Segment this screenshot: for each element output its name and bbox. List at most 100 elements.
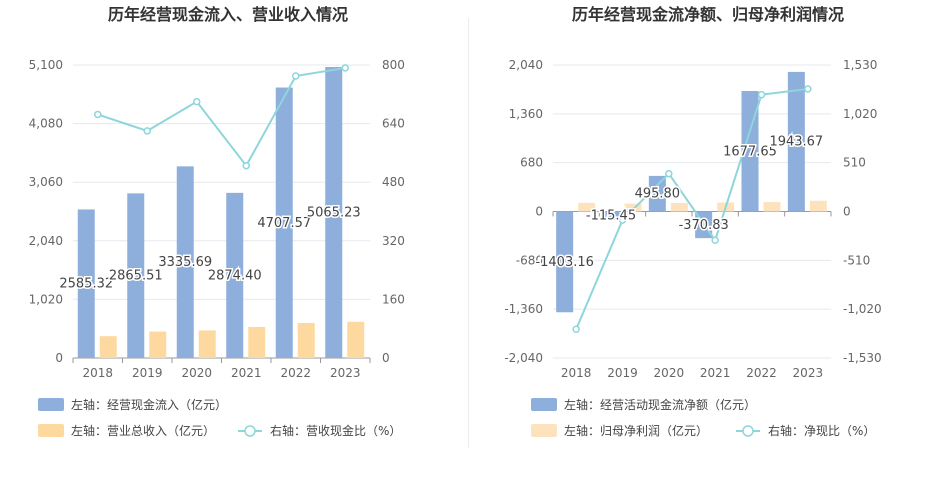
chart-title: 历年经营现金流净额、归母净利润情况 <box>572 5 844 24</box>
x-axis-tick-label: 2022 <box>280 366 311 380</box>
chart-net-cash-profit: 历年经营现金流净额、归母净利润情况 -2,040 -1,530 -1,360 -1,02… <box>504 5 882 438</box>
chart-title: 历年经营现金流入、营业收入情况 <box>108 5 348 24</box>
data-label: 2874.40 <box>208 268 262 283</box>
x-axis-tick-label: 2021 <box>700 366 731 380</box>
x-axis-tick-label: 2021 <box>231 366 262 380</box>
right-axis-tick-label: 1,020 <box>843 107 877 121</box>
bar-primary <box>787 71 805 212</box>
bar-primary <box>648 175 666 212</box>
x-axis-tick-label: 2020 <box>181 366 212 380</box>
bar-primary <box>77 209 95 358</box>
bar-primary <box>556 211 574 313</box>
legend-swatch-primary <box>38 398 64 411</box>
right-axis-tick-label: 480 <box>382 175 405 189</box>
left-axis-tick-label: 4,080 <box>29 117 63 131</box>
left-axis-tick-label: 1,360 <box>509 107 543 121</box>
line-point <box>341 64 349 72</box>
x-axis-tick-label: 2018 <box>82 366 113 380</box>
bar-primary <box>602 211 620 220</box>
bar-secondary <box>198 330 216 358</box>
bar-secondary <box>99 336 117 358</box>
line-point <box>804 85 812 93</box>
x-axis-tick-label: 2020 <box>654 366 685 380</box>
right-axis-tick-label: 800 <box>382 58 405 72</box>
left-axis-tick-label: 0 <box>55 351 63 365</box>
panel-divider <box>468 18 469 448</box>
right-axis-tick-label: 160 <box>382 292 405 306</box>
legend-swatch-secondary <box>38 424 64 437</box>
legend-label: 右轴：净现比（%） <box>768 423 875 438</box>
line-point <box>757 90 766 99</box>
bar-primary <box>176 166 194 358</box>
data-label: -115.45 <box>586 209 636 224</box>
chart-cash-inflow-revenue: 历年经营现金流入、营业收入情况 0 0 1,020 160 2,040 320 3,060 48… <box>29 5 405 438</box>
data-label: 3335.69 <box>158 255 212 270</box>
legend-label: 左轴：营业总收入（亿元） <box>71 423 215 438</box>
chart-panel-net-cash: 历年经营现金流净额、归母净利润情况 -2,040 -1,530 -1,360 -1,02… <box>469 0 935 460</box>
bar-secondary <box>670 203 688 212</box>
legend-swatch-primary <box>531 398 557 411</box>
line-point <box>665 169 673 178</box>
series-line <box>575 87 808 330</box>
left-axis-tick-label: 1,020 <box>29 292 63 306</box>
left-axis-tick-label: -680 <box>516 253 543 267</box>
data-label: 495.80 <box>635 187 681 202</box>
bar-secondary <box>248 326 266 358</box>
x-axis-tick-label: 2018 <box>561 366 592 380</box>
x-axis-tick-label: 2023 <box>330 366 361 380</box>
data-label: 4707.57 <box>257 216 311 231</box>
bar-primary <box>226 192 244 358</box>
left-axis-tick-label: 2,040 <box>29 234 63 248</box>
right-axis-tick-label: 320 <box>382 234 405 248</box>
bar-primary <box>325 66 343 359</box>
bar-secondary <box>149 331 167 358</box>
bar-primary <box>741 91 759 212</box>
chart-panel-cash-inflow: 历年经营现金流入、营业收入情况 0 0 1,020 160 2,040 320 3,060 48… <box>0 0 468 460</box>
legend-swatch-secondary <box>531 424 557 437</box>
data-label: -1403.16 <box>535 255 593 270</box>
line-point <box>572 325 580 334</box>
left-axis-tick-label: 680 <box>520 156 543 170</box>
line-point <box>711 236 719 244</box>
right-axis-tick-label: 640 <box>382 117 405 131</box>
legend-marker <box>742 425 754 437</box>
legend-label: 左轴：经营现金流入（亿元） <box>71 397 227 412</box>
data-label: -370.83 <box>679 218 729 233</box>
legend-marker <box>244 425 256 437</box>
bar-secondary <box>347 321 365 358</box>
line-point <box>242 161 250 170</box>
legend-label: 右轴：营收现金比（%） <box>270 423 401 438</box>
right-axis-tick-label: -1,020 <box>843 302 882 316</box>
bar-secondary <box>578 202 596 212</box>
left-axis-tick-label: -1,360 <box>504 302 543 316</box>
legend-label: 左轴：经营活动现金流净额（亿元） <box>564 397 756 412</box>
bar-primary <box>275 87 293 359</box>
bar-primary <box>127 193 145 358</box>
bar-secondary <box>809 200 827 212</box>
right-axis-tick-label: 510 <box>843 156 866 170</box>
x-axis-tick-label: 2019 <box>132 366 163 380</box>
right-axis-tick-label: -1,530 <box>843 351 882 365</box>
line-point <box>143 127 151 135</box>
left-axis-tick-label: 3,060 <box>29 175 63 189</box>
data-label: 5065.23 <box>307 205 361 220</box>
right-axis-tick-label: -510 <box>843 253 870 267</box>
right-axis-tick-label: 0 <box>382 351 390 365</box>
line-point <box>94 110 102 119</box>
data-label: 2585.32 <box>59 277 113 292</box>
line-point <box>292 72 300 80</box>
bar-secondary <box>763 202 781 212</box>
left-axis-tick-label: 0 <box>535 205 543 219</box>
bar-secondary <box>624 203 642 212</box>
data-label: 2865.51 <box>109 269 163 284</box>
line-point <box>193 97 201 106</box>
left-axis-tick-label: 5,100 <box>29 58 63 72</box>
data-label: 1677.65 <box>723 144 777 159</box>
left-axis-tick-label: -2,040 <box>504 351 543 365</box>
right-axis-tick-label: 0 <box>843 205 851 219</box>
x-axis-tick-label: 2022 <box>746 366 777 380</box>
x-axis-tick-label: 2019 <box>607 366 638 380</box>
data-label: 1943.67 <box>769 135 823 150</box>
bar-secondary <box>297 322 315 358</box>
right-axis-tick-label: 1,530 <box>843 58 877 72</box>
